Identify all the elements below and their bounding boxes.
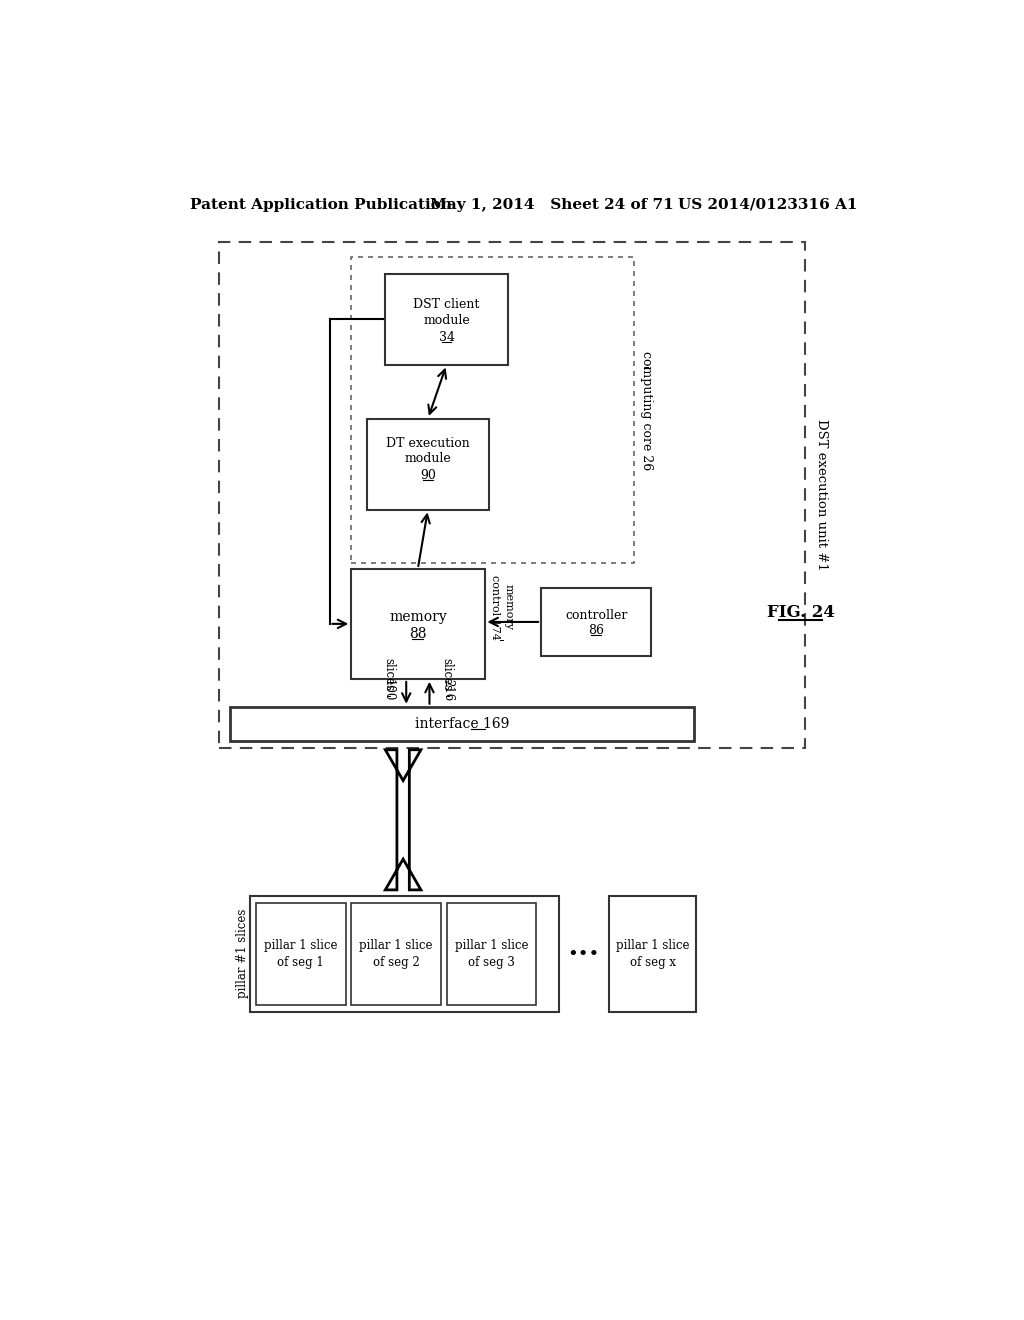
Text: •••: ••• xyxy=(567,945,600,962)
Text: DST client: DST client xyxy=(414,298,479,312)
Text: pillar #1 slices: pillar #1 slices xyxy=(237,909,249,998)
Bar xyxy=(385,275,508,364)
Text: May 1, 2014   Sheet 24 of 71: May 1, 2014 Sheet 24 of 71 xyxy=(430,198,674,211)
Bar xyxy=(446,903,537,1005)
Bar xyxy=(256,903,346,1005)
Text: 100: 100 xyxy=(382,678,395,701)
Bar xyxy=(367,418,489,510)
Text: module: module xyxy=(423,314,470,326)
Text: module: module xyxy=(404,453,452,465)
Text: 88: 88 xyxy=(410,627,427,642)
Text: 216: 216 xyxy=(440,678,454,701)
Bar xyxy=(251,896,559,1011)
Bar xyxy=(351,257,634,564)
Bar xyxy=(541,589,651,656)
Text: pillar 1 slice
of seg 3: pillar 1 slice of seg 3 xyxy=(455,939,528,969)
Bar xyxy=(230,706,693,741)
Text: DST execution unit #1: DST execution unit #1 xyxy=(815,418,828,570)
Bar xyxy=(219,242,805,748)
Text: 34: 34 xyxy=(438,330,455,343)
Text: interface 169: interface 169 xyxy=(415,717,509,730)
Text: memory
control 174: memory control 174 xyxy=(489,576,514,640)
Bar xyxy=(351,569,484,678)
Text: pillar 1 slice
of seg x: pillar 1 slice of seg x xyxy=(615,939,689,969)
Polygon shape xyxy=(385,750,421,890)
Text: slices: slices xyxy=(440,657,454,690)
Text: memory: memory xyxy=(389,610,446,623)
Text: pillar 1 slice
of seg 2: pillar 1 slice of seg 2 xyxy=(359,939,433,969)
Text: FIG. 24: FIG. 24 xyxy=(767,605,835,622)
Text: 86: 86 xyxy=(588,624,604,638)
Text: slices: slices xyxy=(382,657,395,690)
Text: computing core 26: computing core 26 xyxy=(640,351,653,470)
Text: DT execution: DT execution xyxy=(386,437,470,450)
Bar xyxy=(609,896,696,1011)
Text: pillar 1 slice
of seg 1: pillar 1 slice of seg 1 xyxy=(264,939,338,969)
Text: controller: controller xyxy=(565,609,628,622)
Text: US 2014/0123316 A1: US 2014/0123316 A1 xyxy=(678,198,858,211)
Text: 90: 90 xyxy=(420,469,436,482)
Text: Patent Application Publication: Patent Application Publication xyxy=(190,198,452,211)
Bar xyxy=(351,903,441,1005)
